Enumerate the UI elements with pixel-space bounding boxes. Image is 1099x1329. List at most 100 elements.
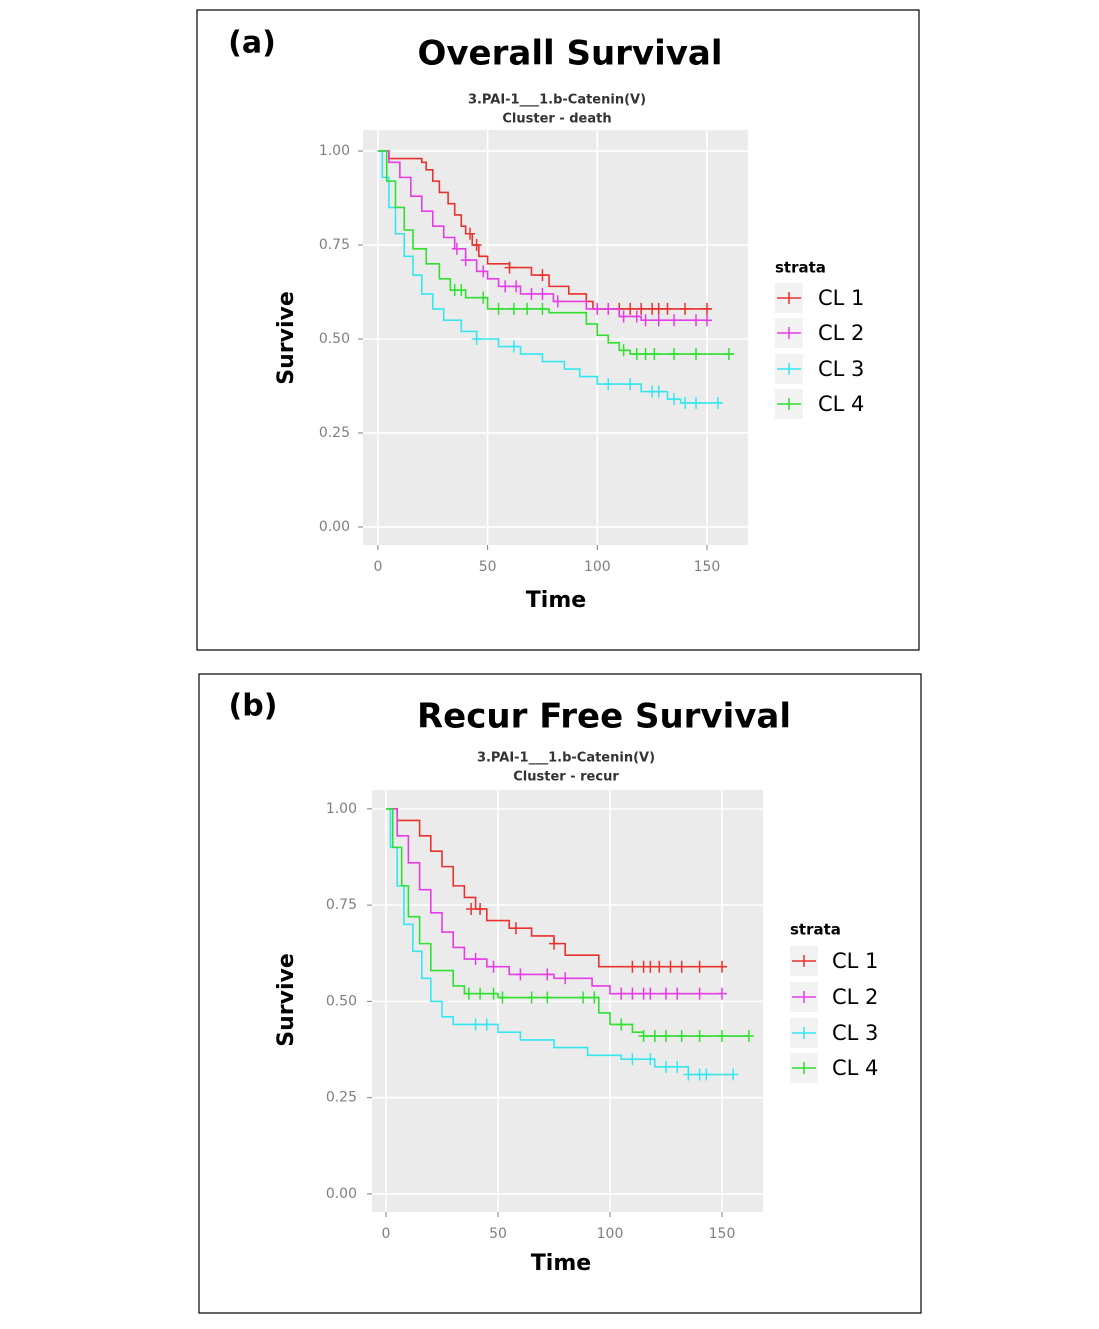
censor-mark — [680, 302, 691, 315]
censor-mark — [694, 960, 705, 973]
censor-mark — [640, 348, 651, 361]
censor-mark — [627, 987, 638, 1000]
censor-mark — [669, 393, 680, 406]
censor-mark — [694, 1030, 705, 1043]
censor-mark — [475, 902, 486, 915]
censor-mark — [640, 314, 651, 327]
legend-symbol — [792, 1062, 816, 1074]
censor-mark — [616, 987, 627, 1000]
censor-mark — [478, 265, 489, 278]
legend-symbol — [777, 327, 801, 339]
censor-mark — [717, 960, 728, 973]
chart-subtitle: 3.PAI-1___1.b-Catenin(V) — [468, 93, 646, 108]
x-tick-label: 0 — [382, 1226, 391, 1242]
censor-mark — [488, 987, 499, 1000]
censor-mark — [537, 302, 548, 315]
censor-mark — [456, 284, 467, 297]
censor-mark — [691, 396, 702, 409]
censor-mark — [701, 314, 712, 327]
legend-symbol — [777, 292, 801, 304]
censor-mark — [497, 991, 508, 1004]
censor-mark — [676, 960, 687, 973]
panel-frame — [196, 9, 920, 651]
censor-mark — [676, 1030, 687, 1043]
censor-mark — [511, 280, 522, 293]
censor-mark — [701, 302, 712, 315]
censor-mark — [661, 987, 672, 1000]
y-tick-label: 1.00 — [326, 801, 357, 817]
x-tick-label: 100 — [597, 1226, 624, 1242]
legend-label: CL 4 — [832, 1056, 878, 1080]
censor-mark — [537, 269, 548, 282]
censor-mark — [645, 1053, 656, 1066]
censor-mark — [526, 287, 537, 300]
x-tick-label: 50 — [489, 1226, 507, 1242]
censor-mark — [654, 960, 665, 973]
survival-curve — [386, 808, 723, 995]
x-axis-label: Time — [526, 588, 586, 613]
y-tick-label: 0.50 — [326, 993, 357, 1009]
censor-mark — [592, 302, 603, 315]
legend-label: CL 3 — [818, 357, 864, 381]
chart-title: Overall Survival — [417, 34, 722, 74]
censor-mark — [653, 302, 664, 315]
y-tick-label: 0.50 — [319, 331, 350, 347]
chart-subtitle: Cluster - death — [502, 112, 611, 127]
censor-mark — [672, 1060, 683, 1073]
legend-label: CL 3 — [832, 1021, 878, 1045]
x-axis-label: Time — [531, 1251, 591, 1276]
censor-mark — [627, 1053, 638, 1066]
censor-mark — [665, 960, 676, 973]
survival-curve — [386, 808, 727, 968]
legend-symbol — [777, 398, 801, 410]
censor-mark — [701, 1068, 712, 1081]
legend-label: CL 2 — [818, 321, 864, 345]
y-tick-label: 0.75 — [319, 237, 350, 253]
censor-mark — [542, 991, 553, 1004]
x-tick-label: 0 — [373, 559, 382, 575]
censor-mark — [743, 1030, 754, 1043]
y-tick-label: 0.25 — [326, 1090, 357, 1106]
censor-mark — [649, 1030, 660, 1043]
legend-symbol — [792, 991, 816, 1003]
survival-curve — [386, 808, 734, 1076]
y-tick-label: 0.00 — [319, 519, 350, 535]
plot-background — [363, 130, 748, 545]
censor-mark — [631, 348, 642, 361]
survival-curve — [386, 808, 749, 1037]
panel-label: (b) — [229, 689, 278, 724]
censor-mark — [510, 922, 521, 935]
legend-symbol — [792, 955, 816, 967]
censor-mark — [475, 987, 486, 1000]
legend-label: CL 2 — [832, 985, 878, 1009]
censor-mark — [504, 261, 515, 274]
y-tick-label: 1.00 — [319, 143, 350, 159]
censor-mark — [522, 302, 533, 315]
censor-mark — [717, 987, 728, 1000]
censor-mark — [508, 302, 519, 315]
censor-mark — [470, 953, 481, 966]
censor-mark — [636, 302, 647, 315]
y-axis-label: Survive — [274, 953, 299, 1047]
censor-mark — [508, 340, 519, 353]
censor-mark — [717, 1030, 728, 1043]
censor-mark — [638, 1030, 649, 1043]
censor-mark — [694, 987, 705, 1000]
censor-mark — [649, 348, 660, 361]
panel-frame — [198, 673, 922, 1314]
y-axis-label: Survive — [274, 291, 299, 385]
censor-mark — [470, 1018, 481, 1031]
censor-mark — [680, 396, 691, 409]
censor-mark — [463, 987, 474, 1000]
censor-mark — [653, 385, 664, 398]
censor-mark — [481, 1018, 492, 1031]
censor-mark — [466, 902, 477, 915]
legend-label: CL 1 — [818, 286, 864, 310]
censor-mark — [662, 302, 673, 315]
censor-mark — [589, 991, 600, 1004]
censor-mark — [549, 937, 560, 950]
censor-mark — [471, 239, 482, 252]
censor-mark — [478, 291, 489, 304]
chart-subtitle: 3.PAI-1___1.b-Catenin(V) — [477, 751, 655, 766]
